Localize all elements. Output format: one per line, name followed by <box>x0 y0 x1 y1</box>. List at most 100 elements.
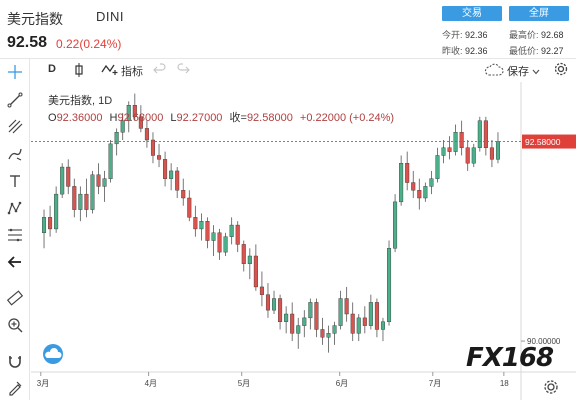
fx168-logo: FX168 <box>466 343 554 373</box>
candle-body <box>259 286 264 295</box>
chart-area[interactable]: 90.00000 92.58000 3月 4月 5月 6月 7月 18 <box>31 82 576 400</box>
last-price: 92.58 <box>7 34 48 51</box>
candle-body <box>157 155 162 160</box>
candle-style-icon[interactable] <box>74 62 84 81</box>
candle-body <box>217 232 222 253</box>
cloud-save-icon[interactable] <box>484 63 504 79</box>
candle-body <box>284 313 289 322</box>
save-button[interactable]: 保存 <box>507 66 529 78</box>
candle-body <box>265 294 270 311</box>
pitchfork-icon[interactable] <box>5 116 25 136</box>
candle-body <box>211 232 216 241</box>
trade-button[interactable]: 交易 <box>442 6 502 21</box>
candle-body <box>229 224 234 237</box>
candle-body <box>459 132 464 148</box>
x-tick-label: 5月 <box>238 379 250 388</box>
candle-body <box>114 132 119 145</box>
candle-body <box>374 302 379 330</box>
candle-body <box>205 220 210 241</box>
candle-body <box>96 174 101 187</box>
candle-body <box>441 147 446 156</box>
lock-pencil-icon[interactable] <box>5 378 25 398</box>
candle-body <box>326 333 331 338</box>
stat-open: 今开: 92.36 <box>442 30 488 40</box>
candle-body <box>387 248 392 322</box>
candle-body <box>144 128 149 141</box>
cloud-glyph-icon <box>45 348 62 358</box>
indicators-button[interactable]: 指标 <box>121 66 143 78</box>
candle-body <box>477 120 482 148</box>
drawing-tools-sidebar <box>0 58 30 400</box>
settings-gear-icon[interactable] <box>553 61 569 80</box>
candle-body <box>66 166 71 187</box>
stat-high: 最高价: 92.68 <box>509 30 564 40</box>
candle-body <box>290 313 295 334</box>
candle-body <box>489 147 494 160</box>
x-tick-label: 4月 <box>145 379 157 388</box>
candle-body <box>447 147 452 152</box>
candle-body <box>48 217 53 230</box>
chart-legend-symbol: 美元指数, 1D <box>48 95 113 107</box>
chevron-down-icon[interactable] <box>532 66 540 78</box>
candle-body <box>411 182 416 191</box>
axis-settings-gear-icon <box>547 383 555 391</box>
fib-tool-icon[interactable] <box>5 225 25 245</box>
x-tick-label: 6月 <box>336 379 348 388</box>
candle-body <box>495 141 500 160</box>
chart-toolbar: D 指标 保存 <box>0 58 576 82</box>
candle-body <box>435 155 440 179</box>
candle-body <box>72 186 77 210</box>
candle-body <box>320 329 325 338</box>
quote-header: 美元指数 DINI 92.58 0.22(0.24%) 交易 全屏 今开: 92… <box>0 0 576 58</box>
last-price-tag <box>522 134 576 149</box>
candle-body <box>247 255 252 264</box>
candle-body <box>169 170 174 179</box>
candle-body <box>223 236 228 253</box>
candle-body <box>278 298 283 322</box>
text-tool-icon[interactable] <box>5 171 25 191</box>
stat-prev-close: 昨收: 92.36 <box>442 46 488 56</box>
trend-line-icon[interactable] <box>5 90 25 110</box>
interval-selector[interactable]: D <box>48 63 56 75</box>
candle-body <box>253 255 258 288</box>
candle-body <box>465 147 470 164</box>
candle-body <box>405 162 410 183</box>
candle-body <box>241 244 246 264</box>
crosshair-icon[interactable] <box>5 62 25 82</box>
x-tick-label: 7月 <box>429 379 441 388</box>
candle-body <box>362 317 367 326</box>
fullscreen-button[interactable]: 全屏 <box>509 6 569 21</box>
candle-body <box>338 298 343 326</box>
candle-body <box>84 193 89 210</box>
instrument-title: 美元指数 <box>7 11 63 27</box>
candle-body <box>368 302 373 326</box>
candle-body <box>332 325 337 334</box>
candle-body <box>380 321 385 330</box>
chart-legend-ohlc: O92.36000 H92.68000 L92.27000 收=92.58000… <box>48 112 395 124</box>
ruler-icon[interactable] <box>5 288 25 308</box>
candle-body <box>108 143 113 179</box>
candle-body <box>296 325 301 334</box>
candle-body <box>344 298 349 315</box>
candle-body <box>314 302 319 330</box>
undo-icon[interactable] <box>153 62 167 79</box>
candle-body <box>483 120 488 148</box>
candle-body <box>163 159 168 179</box>
candlestick-chart[interactable]: 90.00000 92.58000 3月 4月 5月 6月 7月 18 <box>31 82 576 400</box>
candle-body <box>471 147 476 164</box>
redo-icon[interactable] <box>176 62 190 79</box>
zoom-in-icon[interactable] <box>5 315 25 335</box>
candle-body <box>302 317 307 326</box>
candle-body <box>356 317 361 334</box>
candle-body <box>308 302 313 319</box>
back-arrow-icon[interactable] <box>5 252 25 272</box>
indicators-icon[interactable] <box>101 62 119 79</box>
candle-body <box>120 120 125 133</box>
candle-body <box>272 298 277 311</box>
magnet-icon[interactable] <box>5 351 25 371</box>
candle-body <box>138 116 143 129</box>
pattern-icon[interactable] <box>5 198 25 218</box>
candle-body <box>60 166 65 195</box>
candle-body <box>42 217 47 233</box>
brush-icon[interactable] <box>5 144 25 164</box>
